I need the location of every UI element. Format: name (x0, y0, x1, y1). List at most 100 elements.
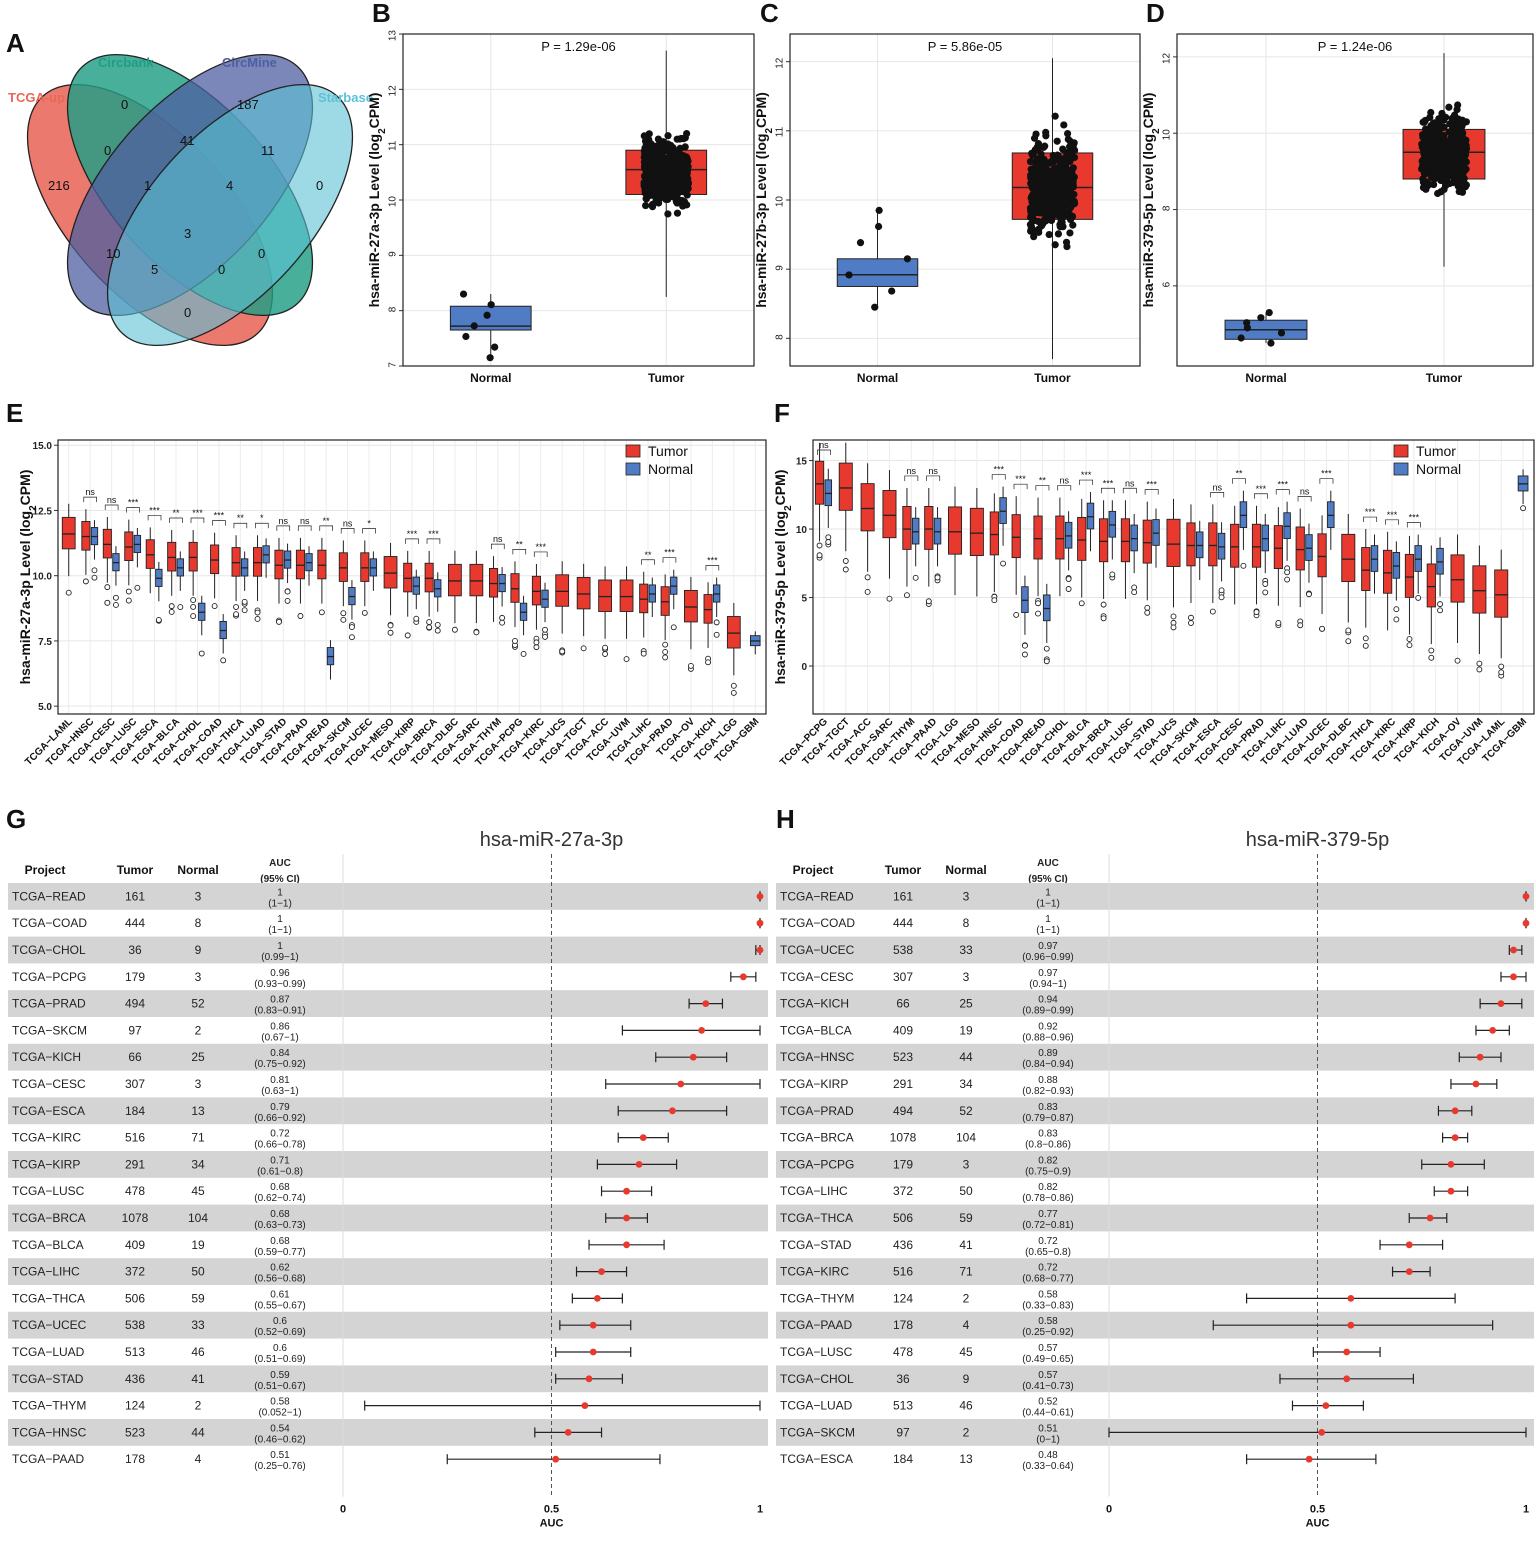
significance-label: *** (664, 548, 675, 558)
row-project: TCGA−CESC (780, 970, 854, 984)
row-project: TCGA−SKCM (12, 1023, 87, 1037)
row-tumor: 513 (125, 1345, 145, 1359)
row-ci: (0.49−0.65) (1022, 1354, 1073, 1365)
significance-bracket (904, 475, 919, 481)
row-tumor: 478 (125, 1184, 145, 1198)
significance-label: *** (707, 556, 718, 566)
significance-label: ns (279, 516, 289, 526)
row-project: TCGA−PAAD (12, 1452, 84, 1466)
significance-bracket (491, 543, 505, 550)
row-auc: 0.97 (1038, 968, 1058, 979)
data-point (655, 145, 663, 154)
significance-bracket (297, 525, 312, 531)
significance-bracket (1253, 493, 1268, 499)
outlier-point (1021, 642, 1028, 649)
auc-point (756, 946, 764, 954)
significance-label: ns (1300, 487, 1310, 497)
outlier-point (190, 603, 197, 610)
data-point (1418, 165, 1426, 173)
data-point (1061, 200, 1069, 208)
outlier-point (1498, 669, 1505, 676)
significance-label: ns (907, 466, 917, 476)
significance-label: ** (1236, 469, 1244, 479)
outlier-point (602, 651, 609, 657)
row-ci: (1−1) (268, 925, 292, 936)
outlier-point (687, 662, 694, 669)
row-band (8, 1419, 768, 1446)
data-point (1064, 169, 1073, 177)
row-ci: (0.75−0.9) (1025, 1166, 1071, 1177)
significance-label: ns (1125, 478, 1135, 488)
box (824, 479, 833, 507)
row-normal: 59 (191, 1291, 205, 1305)
box (1011, 514, 1021, 559)
row-normal: 104 (188, 1211, 208, 1225)
row-normal: 33 (959, 943, 973, 957)
outlier-point (284, 588, 291, 595)
data-point (1069, 164, 1077, 172)
venn-label-tcga: TCGA-up (8, 90, 65, 105)
box (576, 576, 591, 610)
row-project: TCGA−LUSC (780, 1345, 853, 1359)
auc-point (1405, 1241, 1413, 1249)
data-point (678, 182, 686, 190)
data-point (1031, 227, 1039, 235)
row-auc: 0.82 (1038, 1155, 1058, 1166)
column-header: (95% CI) (260, 874, 299, 885)
column-header: (95% CI) (1028, 874, 1067, 885)
data-point (1036, 179, 1044, 187)
row-ci: (0.75−0.92) (254, 1059, 305, 1070)
significance-bracket (533, 551, 548, 557)
data-point (1058, 221, 1066, 229)
row-ci: (0.44−0.61) (1022, 1408, 1073, 1419)
outlier-point (713, 619, 720, 626)
data-point (1037, 202, 1045, 211)
data-point (640, 153, 648, 161)
row-normal: 50 (959, 1184, 973, 1198)
row-auc: 0.72 (1038, 1236, 1058, 1247)
auc-point (552, 1455, 560, 1463)
data-point (1047, 173, 1055, 181)
outlier-point (1100, 601, 1107, 608)
auc-point (1447, 1161, 1455, 1168)
row-normal: 46 (191, 1345, 205, 1359)
data-point (903, 255, 912, 263)
auc-point (1347, 1321, 1355, 1329)
box (61, 516, 76, 550)
y-tick-label: 12 (775, 57, 786, 69)
box (1166, 518, 1181, 567)
data-point (1425, 128, 1433, 137)
row-tumor: 161 (125, 889, 145, 903)
outlier-point (198, 650, 205, 657)
box (231, 547, 241, 577)
row-auc: 1 (1045, 914, 1051, 925)
outlier-point (512, 638, 518, 644)
row-tumor: 538 (893, 943, 913, 957)
outlier-point (730, 682, 737, 689)
significance-bracket (319, 525, 333, 531)
y-tick-label: 0 (801, 662, 807, 673)
significance-label: ** (516, 539, 524, 549)
outlier-point (1415, 594, 1422, 601)
y-tick-label: 7 (388, 362, 399, 368)
row-project: TCGA−COAD (780, 916, 855, 930)
data-point (1265, 308, 1273, 317)
venn-count: 5 (151, 262, 158, 277)
box (81, 521, 91, 551)
row-project: TCGA−BRCA (780, 1131, 854, 1145)
data-point (1034, 140, 1043, 148)
outlier-point (254, 609, 261, 616)
box (814, 460, 825, 505)
significance-label: *** (535, 542, 546, 552)
box (338, 552, 348, 582)
venn-label-circmine: CircMine (222, 55, 277, 70)
row-auc: 0.52 (1038, 1397, 1058, 1408)
significance-bracket (926, 475, 941, 481)
row-tumor: 409 (125, 1238, 145, 1252)
row-tumor: 444 (125, 916, 145, 930)
row-normal: 41 (959, 1238, 973, 1252)
data-point (673, 209, 682, 217)
outlier-point (473, 629, 480, 636)
box (933, 517, 942, 545)
